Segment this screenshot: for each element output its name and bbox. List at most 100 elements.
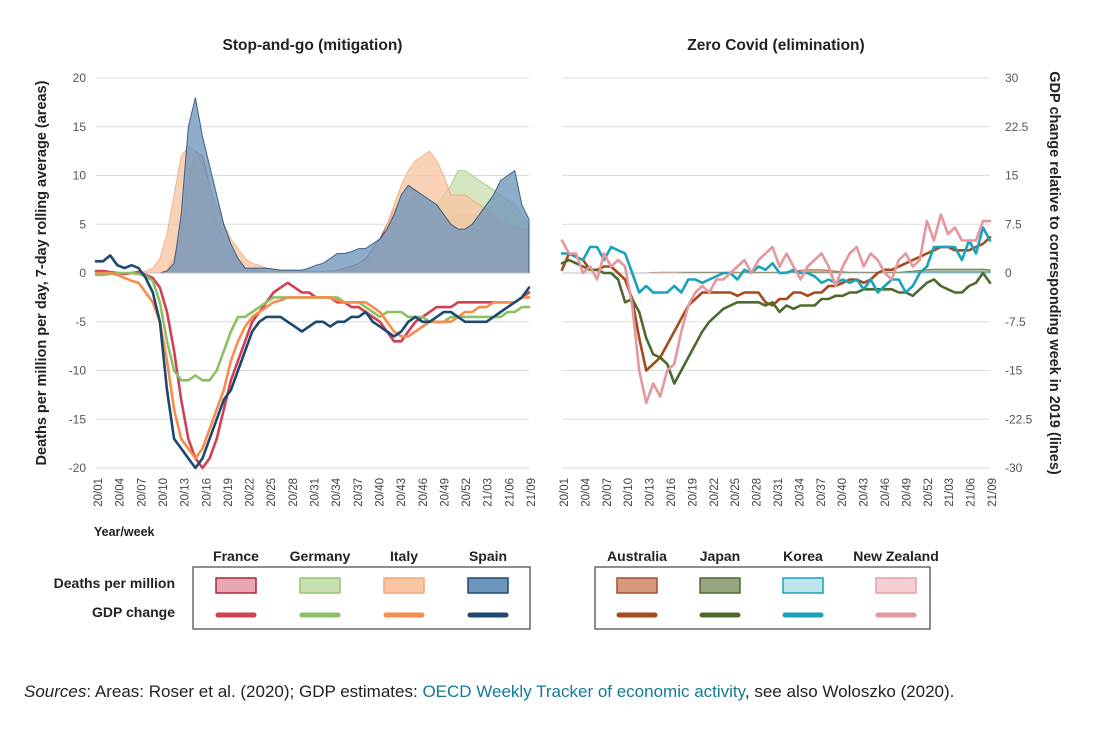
legend-swatch-area-spain: [467, 577, 509, 594]
y-tick-label: 20: [73, 71, 87, 85]
line-france: [94, 269, 531, 470]
legend-swatch-area-france: [215, 577, 257, 594]
area-spain: [96, 97, 530, 274]
x-tick-label: 20/25: [730, 478, 742, 507]
y-tick-label: 5: [79, 217, 86, 231]
x-tick-label: 20/28: [288, 478, 300, 507]
legend-swatch-area-japan: [699, 577, 741, 594]
y-tick-label: -5: [75, 315, 86, 329]
x-tick-label: 20/07: [136, 478, 148, 507]
x-tick-label: 20/40: [837, 478, 849, 507]
y-tick-label: 15: [1005, 169, 1019, 183]
x-tick-label: 21/09: [526, 478, 538, 507]
chart-figure: Stop-and-go (mitigation) 20 15 10 5 0 -5 -10 -15…: [34, 37, 1062, 630]
legend-swatch-area-korea: [782, 577, 824, 594]
y-tick-label: 30: [1005, 71, 1019, 85]
source-text-1: : Areas: Roser et al. (2020); GDP estima…: [86, 682, 423, 701]
legend-country-spain: Spain: [469, 548, 507, 564]
y-axis-label: Deaths per million per day, 7-day rollin…: [34, 80, 50, 465]
y-tick-label: -22.5: [1005, 412, 1033, 426]
x-tick-label: 20/34: [331, 477, 343, 506]
legend-country-france: France: [213, 548, 259, 564]
legend-country-australia: Australia: [607, 548, 667, 564]
source-note: Sources: Areas: Roser et al. (2020); GDP…: [24, 676, 1074, 707]
legend-row-label-gdp: GDP change: [92, 604, 175, 620]
x-tick-label: 20/16: [666, 478, 678, 507]
panel-zero-covid-elimination-: Zero Covid (elimination) 30 22.5 15 7.5 0 -7.5…: [559, 37, 1062, 507]
x-tick-label: 21/06: [966, 478, 978, 507]
x-tick-label: 20/16: [201, 478, 213, 507]
panel-title: Zero Covid (elimination): [687, 37, 864, 54]
legend-country-germany: Germany: [290, 548, 351, 564]
y-tick-label: 0: [79, 266, 86, 280]
x-tick-label: 20/13: [180, 478, 192, 507]
line-korea: [560, 226, 992, 294]
y-tick-label: 10: [73, 169, 87, 183]
legend-row-label-deaths: Deaths per million: [54, 575, 175, 591]
y-tick-label: -7.5: [1005, 315, 1026, 329]
legend-country-new-zealand: New Zealand: [853, 548, 939, 564]
x-tick-label: 20/37: [353, 478, 365, 507]
y-tick-label: -10: [69, 364, 87, 378]
x-tick-label: 21/06: [504, 478, 516, 507]
x-tick-label: 20/19: [223, 478, 235, 507]
x-tick-label: 20/22: [245, 478, 257, 507]
x-tick-label: 20/43: [396, 478, 408, 507]
legend-swatch-area-new-zealand: [875, 577, 917, 594]
oecd-tracker-link[interactable]: OECD Weekly Tracker of economic activity: [422, 682, 745, 701]
y-tick-label: 0: [1005, 266, 1012, 280]
legend-swatch-area-australia: [616, 577, 658, 594]
x-tick-label: 20/10: [158, 478, 170, 507]
chart-canvas: Stop-and-go (mitigation) 20 15 10 5 0 -5 -10 -15…: [34, 37, 1062, 630]
x-tick-label: 21/09: [987, 478, 999, 507]
y-tick-label: -30: [1005, 461, 1023, 475]
x-tick-label: 20/10: [623, 478, 635, 507]
x-tick-label: 20/28: [752, 478, 764, 507]
source-text-2: , see also Woloszko (2020).: [744, 682, 955, 701]
legend-country-korea: Korea: [783, 548, 823, 564]
legend-box: [594, 566, 931, 630]
x-tick-label: 20/22: [709, 478, 721, 507]
x-tick-label: 20/43: [859, 478, 871, 507]
x-tick-label: 20/04: [580, 477, 592, 506]
x-tick-label: 20/04: [115, 477, 127, 506]
y-tick-label: -15: [1005, 364, 1023, 378]
x-tick-label: 20/34: [794, 477, 806, 506]
x-tick-label: 20/49: [901, 478, 913, 507]
x-tick-label: 20/01: [93, 478, 105, 507]
x-tick-label: 20/25: [266, 478, 278, 507]
legend: Deaths per million GDP change France German…: [54, 548, 939, 630]
legend-swatch-area-italy: [383, 577, 425, 594]
x-tick-label: 20/31: [773, 478, 785, 507]
y-tick-label: 7.5: [1005, 217, 1022, 231]
line-italy: [94, 271, 531, 460]
panel-title: Stop-and-go (mitigation): [223, 37, 403, 54]
line-japan: [560, 258, 992, 385]
legend-country-japan: Japan: [700, 548, 740, 564]
y-tick-label: -20: [69, 461, 87, 475]
y-tick-label: -15: [69, 412, 87, 426]
legend-country-italy: Italy: [390, 548, 418, 564]
x-tick-label: 21/03: [944, 478, 956, 507]
x-axis-label: Year/week: [94, 525, 155, 539]
line-new-zealand: [560, 213, 992, 405]
legend-swatch-area-germany: [299, 577, 341, 594]
y-tick-label: 22.5: [1005, 120, 1029, 134]
x-tick-label: 20/52: [461, 478, 473, 507]
source-label: Sources: [24, 682, 87, 701]
x-tick-label: 20/13: [645, 478, 657, 507]
x-tick-label: 20/19: [687, 478, 699, 507]
x-tick-label: 20/40: [374, 478, 386, 507]
line-spain: [94, 254, 531, 470]
x-tick-label: 20/37: [816, 478, 828, 507]
legend-box: [192, 566, 531, 630]
panel-stop-and-go-mitigation-: Stop-and-go (mitigation) 20 15 10 5 0 -5 -10 -15…: [34, 37, 538, 539]
x-tick-label: 20/07: [602, 478, 614, 507]
x-tick-label: 20/49: [439, 478, 451, 507]
x-tick-label: 21/03: [483, 478, 495, 507]
x-tick-label: 20/52: [923, 478, 935, 507]
x-tick-label: 20/31: [310, 478, 322, 507]
y-tick-label: 15: [73, 120, 87, 134]
x-tick-label: 20/46: [418, 478, 430, 507]
x-tick-label: 20/46: [880, 478, 892, 507]
